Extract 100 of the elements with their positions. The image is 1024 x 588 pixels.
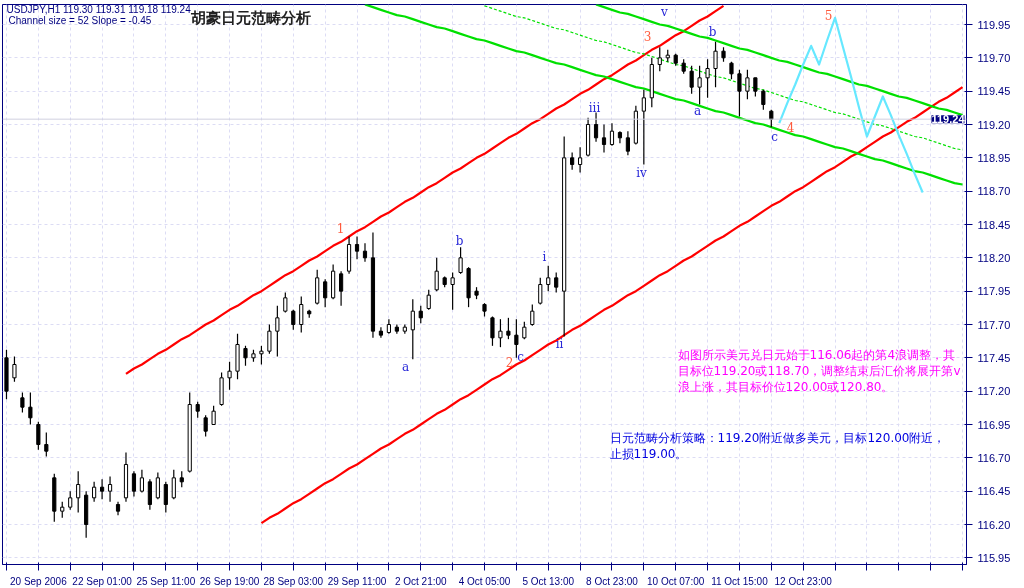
line-series — [260, 86, 964, 525]
candlestick — [410, 298, 415, 360]
x-tick-label: 8 Oct 23:00 — [586, 575, 639, 587]
annotation: iv — [636, 165, 648, 180]
y-tick-label: 119.45 — [977, 85, 1011, 98]
y-tick-label: 117.45 — [977, 351, 1011, 364]
annotation: c — [771, 129, 779, 144]
annotation: iii — [588, 100, 601, 115]
candlestick — [107, 475, 113, 503]
candlestick — [131, 470, 137, 498]
candlestick — [362, 242, 368, 263]
candlestick — [99, 478, 105, 500]
annotation: b — [708, 24, 717, 39]
candlestick — [601, 123, 607, 154]
candlestick — [171, 469, 176, 500]
candlestick — [538, 277, 543, 306]
annotation: 5 — [824, 8, 833, 23]
candlestick — [458, 246, 463, 275]
candlestick — [578, 146, 583, 174]
candlestick — [506, 317, 511, 340]
candlestick — [283, 291, 288, 314]
annotation: 1 — [336, 221, 345, 236]
y-tick-label: 116.45 — [977, 485, 1011, 498]
x-tick-label: 20 Sep 2006 — [9, 575, 68, 587]
candlestick — [761, 89, 766, 111]
candlestick — [299, 295, 304, 334]
candlestick — [498, 318, 503, 348]
candlestick — [155, 471, 160, 500]
annotation: 2 — [505, 355, 514, 370]
x-tick-label: 22 Sep 01:00 — [72, 575, 133, 587]
annotation: ii — [555, 336, 564, 351]
candlestick — [689, 65, 694, 95]
y-tick-label: 117.70 — [977, 318, 1011, 331]
candlestick — [426, 289, 431, 311]
candlestick — [657, 46, 662, 72]
candlestick — [705, 58, 710, 99]
candlestick — [211, 405, 216, 426]
candlestick — [227, 361, 232, 391]
x-tick-label: 10 Oct 07:00 — [647, 575, 705, 587]
line-series — [363, 4, 964, 186]
annotation: v — [660, 4, 669, 19]
candlestick — [697, 65, 702, 106]
candlestick — [546, 265, 551, 292]
annotation: i — [542, 249, 547, 264]
x-tick-label: 28 Sep 03:00 — [263, 575, 324, 587]
ref-line-label: 119.24 — [931, 113, 966, 126]
candlestick — [450, 271, 455, 311]
y-tick-label: 119.70 — [977, 51, 1011, 64]
candlestick — [609, 122, 615, 147]
y-tick-label: 119.95 — [977, 18, 1011, 31]
candlestick — [641, 89, 646, 166]
candlestick — [20, 391, 25, 414]
candlestick — [291, 309, 296, 331]
candlestick — [339, 270, 344, 307]
candlestick — [139, 469, 145, 494]
candlestick — [267, 323, 272, 355]
candlestick — [713, 41, 718, 88]
line-series — [483, 5, 964, 151]
candlestick — [434, 257, 439, 292]
y-tick-label: 118.95 — [977, 151, 1011, 164]
x-tick-label: 5 Oct 13:00 — [522, 575, 575, 587]
candlestick — [259, 345, 264, 366]
candlestick — [737, 69, 742, 118]
candlestick — [275, 305, 280, 358]
x-tick-label: 25 Sep 11:00 — [136, 575, 196, 587]
candlestick — [147, 478, 152, 511]
candlestick — [490, 315, 495, 347]
annotation: 4 — [786, 120, 795, 135]
candlestick — [354, 235, 360, 260]
x-tick-label: 26 Sep 19:00 — [199, 575, 260, 587]
y-tick-label: 118.70 — [977, 185, 1011, 198]
candlestick — [44, 431, 49, 458]
candlestick — [323, 278, 328, 308]
x-tick-label: 4 Oct 05:00 — [458, 575, 511, 587]
x-tick-label: 11 Oct 15:00 — [711, 575, 769, 587]
annotation: a — [693, 103, 702, 118]
y-tick-label: 115.95 — [977, 551, 1011, 564]
candlestick — [243, 345, 248, 367]
y-tick-label: 116.20 — [977, 518, 1011, 531]
y-tick-label: 118.20 — [977, 251, 1011, 264]
candlestick — [203, 414, 208, 438]
annotation: a — [401, 359, 410, 374]
y-tick-label: 118.45 — [977, 218, 1011, 231]
annotation: Channel size = 52 Slope = -0.45 — [8, 14, 152, 26]
annotation: 3 — [643, 29, 652, 44]
candlestick — [625, 130, 630, 156]
candlestick — [163, 481, 168, 514]
candlestick — [554, 271, 559, 294]
candlestick — [12, 355, 17, 383]
candlestick — [76, 470, 81, 514]
annotation: 如图所示美元兑日元始于116.06起的第4浪调整，其目标位119.20或118.70，调整结束后汇价将展开第v浪上涨，其目标价位120.00或120.80。 — [677, 347, 961, 394]
candlestick — [36, 421, 41, 451]
candlestick — [378, 326, 384, 339]
y-tick-label: 117.20 — [977, 385, 1011, 398]
y-tick-label: 117.95 — [977, 285, 1011, 298]
x-tick-label: 12 Oct 23:00 — [774, 575, 833, 587]
x-tick-label: 29 Sep 11:00 — [327, 575, 387, 587]
candlestick — [745, 69, 750, 100]
y-tick-label: 116.95 — [977, 418, 1011, 431]
candlestick — [530, 303, 535, 327]
